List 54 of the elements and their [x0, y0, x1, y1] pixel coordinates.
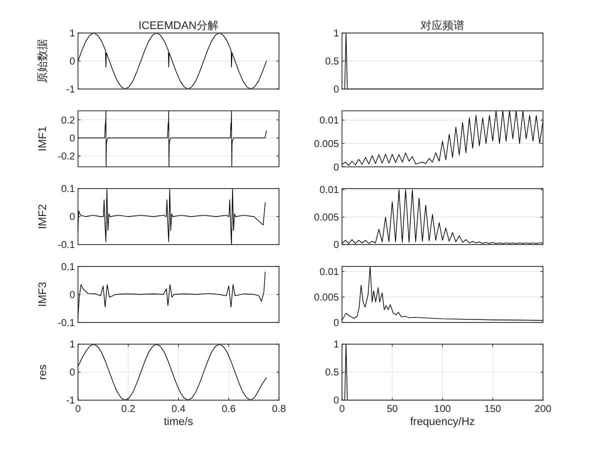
y-tick-label: 0: [69, 290, 76, 301]
x-tick-label: 100: [434, 404, 452, 416]
x-tick-label: 50: [386, 404, 398, 416]
line-series: [78, 344, 267, 401]
y-tick-label: 1: [333, 28, 340, 40]
y-tick-label: 0: [69, 368, 76, 379]
x-tick-label: 0.6: [222, 404, 236, 416]
y-tick-label: 1: [333, 340, 340, 351]
line-series: [78, 110, 267, 168]
y-tick-label: 0: [333, 162, 340, 174]
y-tick-label: -0.1: [58, 240, 76, 252]
x-tick-label: 0.4: [172, 404, 186, 416]
y-tick-label: 1: [69, 340, 76, 351]
y-axis-title: IMF3: [37, 282, 49, 307]
y-tick-label: 0: [333, 396, 340, 407]
chart-title: 对应频谱: [420, 19, 464, 32]
y-tick-label: 0.005: [314, 212, 340, 224]
line-series: [78, 188, 266, 245]
x-axis-title: time/s: [164, 416, 194, 428]
y-tick-label: 0.5: [325, 56, 340, 68]
y-tick-label: 0.005: [314, 292, 340, 304]
y-axis-title: 原始数据: [37, 39, 49, 83]
line-series: [78, 32, 267, 90]
x-tick-label: 150: [484, 404, 502, 416]
y-tick-label: -1: [66, 396, 76, 407]
x-tick-label: 200: [534, 404, 552, 416]
y-tick-label: 0: [333, 240, 340, 252]
y-tick-label: 0.1: [61, 262, 76, 273]
line-series: [342, 189, 544, 244]
y-tick-label: 0: [69, 212, 76, 224]
y-tick-label: -0.2: [58, 151, 76, 162]
x-tick-label: 0.2: [121, 404, 136, 416]
y-axis-title: IMF2: [37, 204, 49, 230]
x-tick-label: 0.8: [272, 404, 286, 416]
y-tick-label: 1: [69, 28, 76, 40]
y-tick-label: 0.01: [320, 185, 340, 196]
line-series: [342, 110, 544, 166]
y-tick-label: 0.1: [61, 184, 76, 196]
y-tick-label: -1: [66, 84, 76, 96]
y-tick-label: -0.1: [58, 318, 76, 329]
y-tick-label: 0.2: [61, 115, 76, 126]
y-tick-label: 0.01: [320, 116, 340, 127]
line-series: [342, 266, 544, 321]
x-axis-title: frequency/Hz: [410, 416, 475, 428]
y-tick-label: 0: [69, 56, 76, 68]
y-axis-title: IMF1: [37, 126, 49, 152]
y-tick-label: 0: [333, 318, 340, 329]
y-tick-label: 0.5: [325, 368, 340, 379]
chart-title: ICEEMDAN分解: [138, 20, 219, 32]
y-tick-label: 0.01: [320, 266, 340, 278]
y-tick-label: 0.005: [314, 138, 340, 150]
y-tick-label: 0: [69, 133, 76, 144]
y-axis-title: res: [37, 364, 49, 380]
y-tick-label: 0: [333, 84, 340, 96]
